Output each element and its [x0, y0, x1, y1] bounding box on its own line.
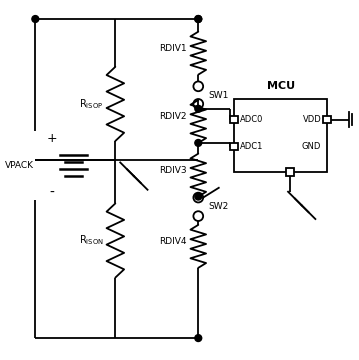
- Circle shape: [195, 15, 202, 22]
- Text: RDIV1: RDIV1: [159, 44, 187, 53]
- Circle shape: [195, 140, 202, 146]
- Text: VDD: VDD: [303, 115, 321, 124]
- Bar: [230, 143, 238, 150]
- Text: RDIV2: RDIV2: [159, 112, 187, 121]
- Text: -: -: [50, 186, 54, 200]
- Text: R$_{\rm ISON}$: R$_{\rm ISON}$: [79, 234, 104, 247]
- Text: VPACK: VPACK: [5, 161, 34, 170]
- Bar: [234, 99, 327, 172]
- Bar: [230, 116, 238, 123]
- Text: MCU: MCU: [267, 81, 295, 91]
- Text: GND: GND: [302, 142, 321, 151]
- Circle shape: [195, 15, 202, 22]
- Text: RDIV4: RDIV4: [159, 237, 187, 246]
- Circle shape: [32, 15, 39, 22]
- Text: RDIV3: RDIV3: [159, 166, 187, 175]
- Text: ADC1: ADC1: [240, 142, 264, 151]
- Text: SW2: SW2: [208, 202, 228, 211]
- Bar: [286, 168, 294, 176]
- Text: +: +: [47, 131, 57, 145]
- Circle shape: [195, 105, 202, 112]
- Text: ADC0: ADC0: [240, 115, 264, 124]
- Text: R$_{\rm ISOP}$: R$_{\rm ISOP}$: [79, 97, 104, 111]
- Text: SW1: SW1: [208, 91, 228, 100]
- Circle shape: [195, 193, 202, 200]
- Circle shape: [195, 335, 202, 342]
- Bar: [323, 116, 331, 123]
